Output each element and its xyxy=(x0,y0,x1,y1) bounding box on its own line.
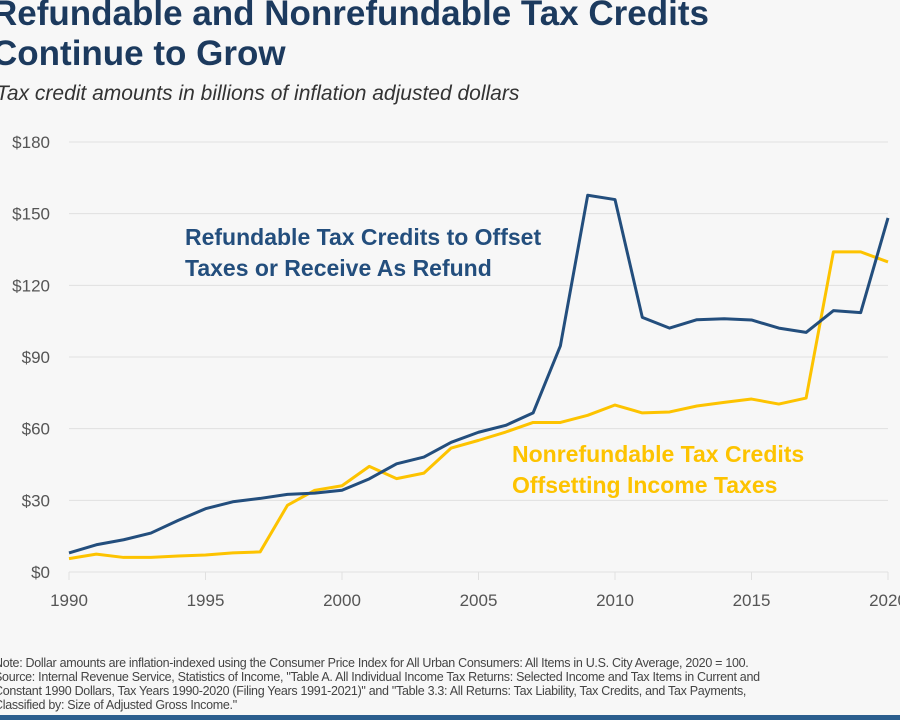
y-tick-label: $0 xyxy=(31,563,50,582)
x-tick-label: 2015 xyxy=(733,591,771,610)
x-tick-label: 2020 xyxy=(869,591,900,610)
series-label: Nonrefundable Tax Credits xyxy=(512,441,804,467)
x-tick-label: 2000 xyxy=(323,591,361,610)
chart-subtitle: Tax credit amounts in billions of inflat… xyxy=(0,82,520,105)
source-note: Note: Dollar amounts are inflation-index… xyxy=(0,656,900,712)
y-tick-label: $90 xyxy=(22,348,50,367)
title-line-1: Refundable and Nonrefundable Tax Credits xyxy=(0,0,709,33)
footer-bar xyxy=(0,715,900,720)
y-tick-label: $180 xyxy=(12,133,50,152)
x-tick-label: 1995 xyxy=(187,591,225,610)
title-line-2: Continue to Grow xyxy=(0,34,286,73)
y-tick-label: $120 xyxy=(12,276,50,295)
nonrefundable-series-line xyxy=(68,250,889,561)
note-line: Constant 1990 Dollars, Tax Years 1990-20… xyxy=(0,684,747,698)
y-tick-label: $30 xyxy=(22,491,50,510)
note-line: Source: Internal Revenue Service, Statis… xyxy=(0,670,760,684)
chart-title: Refundable and Nonrefundable Tax Credits… xyxy=(0,0,709,74)
y-tick-label: $150 xyxy=(12,205,50,224)
x-tick-label: 1990 xyxy=(50,591,88,610)
x-tick-label: 2010 xyxy=(596,591,634,610)
y-tick-label: $60 xyxy=(22,420,50,439)
x-tick-label: 2005 xyxy=(460,591,498,610)
series-label: Taxes or Receive As Refund xyxy=(185,255,492,281)
note-line: Classified by: Size of Adjusted Gross In… xyxy=(0,698,237,712)
series-label: Refundable Tax Credits to Offset xyxy=(185,224,541,250)
line-chart: $0 $30 $60 $90 $120 $150 $180 1990 1995 2000 2005 2… xyxy=(12,133,900,610)
refundable-series-line xyxy=(68,193,890,555)
note-line: Note: Dollar amounts are inflation-index… xyxy=(0,656,749,670)
series-label: Offsetting Income Taxes xyxy=(512,472,777,498)
